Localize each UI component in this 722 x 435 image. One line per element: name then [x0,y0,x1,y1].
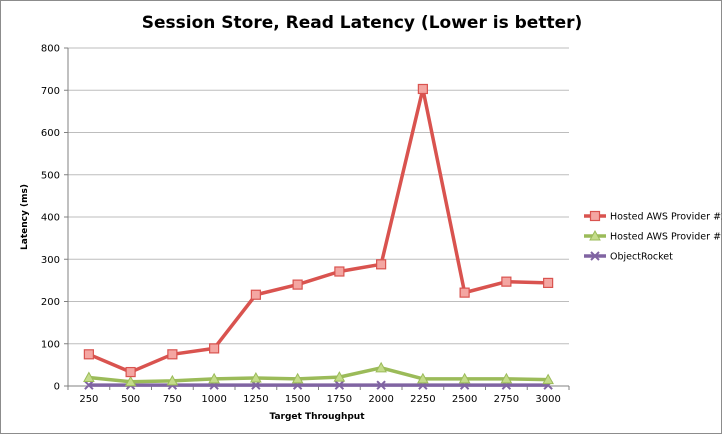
y-tick-label: 300 [41,255,60,266]
legend-item: Hosted AWS Provider #2 [584,210,722,223]
legend: Hosted AWS Provider #2 Hosted AWS Provide… [584,210,722,263]
legend-label: Hosted AWS Provider #1 [610,232,722,243]
x-tick-label: 3000 [535,394,560,405]
data-point [291,372,304,384]
series-0 [83,83,554,378]
y-tick-label: 0 [54,382,60,393]
data-point [542,373,554,385]
data-point [500,372,513,384]
data-point [459,287,470,298]
gridlines [68,47,569,345]
legend-marker [590,251,600,261]
data-point [376,380,386,390]
legend-label: Hosted AWS Provider #2 [610,212,722,223]
x-tick-label: 250 [79,394,98,405]
data-point [375,361,387,373]
x-tick-label: 2250 [410,394,435,405]
data-point [333,371,346,382]
series-2 [84,380,553,390]
data-point [124,375,137,387]
legend-marker [589,229,601,241]
data-point [208,372,220,384]
data-point [166,374,179,386]
y-tick-label: 800 [41,44,60,55]
series [83,83,554,390]
x-tick-label: 2750 [494,394,519,405]
y-axis-label: Latency (ms) [20,184,30,250]
chart-title: Session Store, Read Latency (Lower is be… [142,13,583,33]
y-tick-label: 400 [41,213,60,224]
data-point [125,366,136,378]
data-point [167,349,178,360]
x-tick-label: 2500 [452,394,477,405]
x-tick-label: 1500 [285,394,310,405]
x-tick-label: 1000 [201,394,226,405]
legend-marker [589,210,601,222]
axes [64,47,570,390]
x-tick-label: 2000 [368,394,393,405]
x-tick-label: 1250 [243,394,268,405]
legend-item: ObjectRocket [584,251,673,263]
data-point [83,349,94,360]
x-axis-tick-labels: 250 500 750 1000 1250 1500 1750 2000 2250 2500 275… [79,394,561,405]
y-tick-label: 100 [41,339,60,350]
legend-label: ObjectRocket [610,252,673,263]
legend-item: Hosted AWS Provider #1 [584,229,722,243]
y-tick-label: 500 [41,170,60,181]
x-axis-label: Target Throughput [269,412,365,422]
data-point [250,371,262,383]
data-point [334,380,345,390]
y-tick-label: 700 [41,86,60,97]
data-point [292,279,303,290]
x-tick-label: 1750 [327,394,352,405]
data-point [417,372,429,384]
data-point [334,266,345,277]
series-line [88,87,549,374]
data-point [251,380,261,390]
data-point [376,259,387,270]
x-tick-label: 750 [163,394,182,405]
y-tick-label: 600 [41,128,60,139]
y-axis-tick-labels: 0 100 200 300 400 500 600 700 800 [41,44,60,393]
data-point [501,276,512,287]
data-point [84,380,94,390]
data-point [83,371,95,383]
series-1 [83,361,554,387]
data-point [209,343,220,354]
data-point [543,277,554,289]
data-point [458,372,471,384]
series-line [88,366,549,384]
data-point [250,289,261,300]
y-tick-label: 200 [41,297,60,308]
data-point [417,83,428,95]
x-tick-label: 500 [121,394,140,405]
